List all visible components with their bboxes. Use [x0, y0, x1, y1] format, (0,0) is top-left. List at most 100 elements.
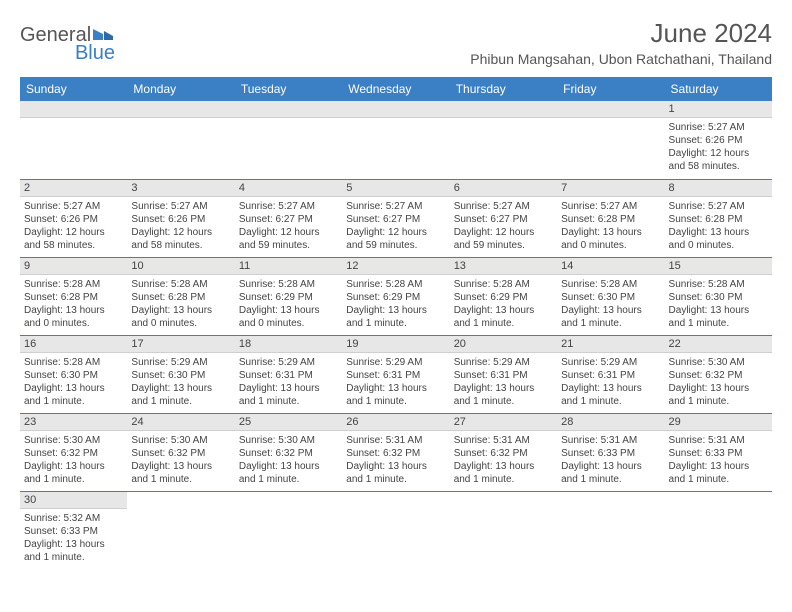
day-number: 16: [20, 336, 127, 353]
day-cell: 19Sunrise: 5:29 AMSunset: 6:31 PMDayligh…: [342, 335, 449, 413]
empty-day-cell: [450, 491, 557, 569]
day-header: Saturday: [665, 77, 772, 101]
day-cell: 18Sunrise: 5:29 AMSunset: 6:31 PMDayligh…: [235, 335, 342, 413]
day-number: 8: [665, 180, 772, 197]
empty-day-cell: [235, 491, 342, 569]
day-body: Sunrise: 5:30 AMSunset: 6:32 PMDaylight:…: [20, 431, 127, 490]
day-body: Sunrise: 5:28 AMSunset: 6:29 PMDaylight:…: [235, 275, 342, 334]
day-number-empty: [127, 101, 234, 118]
day-cell: 28Sunrise: 5:31 AMSunset: 6:33 PMDayligh…: [557, 413, 664, 491]
day-body: Sunrise: 5:27 AMSunset: 6:27 PMDaylight:…: [450, 197, 557, 256]
day-number: 28: [557, 414, 664, 431]
title-block: June 2024 Phibun Mangsahan, Ubon Ratchat…: [470, 18, 772, 73]
empty-day-cell: [20, 101, 127, 179]
day-number-empty: [20, 101, 127, 118]
day-cell: 17Sunrise: 5:29 AMSunset: 6:30 PMDayligh…: [127, 335, 234, 413]
day-body: Sunrise: 5:28 AMSunset: 6:30 PMDaylight:…: [557, 275, 664, 334]
day-body: Sunrise: 5:30 AMSunset: 6:32 PMDaylight:…: [127, 431, 234, 490]
day-number: 9: [20, 258, 127, 275]
day-body: Sunrise: 5:27 AMSunset: 6:28 PMDaylight:…: [557, 197, 664, 256]
day-body-empty: [235, 118, 342, 173]
empty-day-cell: [557, 101, 664, 179]
day-number: 14: [557, 258, 664, 275]
day-cell: 25Sunrise: 5:30 AMSunset: 6:32 PMDayligh…: [235, 413, 342, 491]
day-header: Thursday: [450, 77, 557, 101]
day-cell: 3Sunrise: 5:27 AMSunset: 6:26 PMDaylight…: [127, 179, 234, 257]
location-text: Phibun Mangsahan, Ubon Ratchathani, Thai…: [470, 51, 772, 67]
empty-day-cell: [557, 491, 664, 569]
calendar-table: SundayMondayTuesdayWednesdayThursdayFrid…: [20, 77, 772, 569]
day-body: Sunrise: 5:27 AMSunset: 6:26 PMDaylight:…: [665, 118, 772, 177]
day-cell: 30Sunrise: 5:32 AMSunset: 6:33 PMDayligh…: [20, 491, 127, 569]
day-number: 13: [450, 258, 557, 275]
day-cell: 12Sunrise: 5:28 AMSunset: 6:29 PMDayligh…: [342, 257, 449, 335]
day-number: 21: [557, 336, 664, 353]
day-number: 30: [20, 492, 127, 509]
day-number: 19: [342, 336, 449, 353]
week-row: 2Sunrise: 5:27 AMSunset: 6:26 PMDaylight…: [20, 179, 772, 257]
empty-day-cell: [127, 491, 234, 569]
day-cell: 4Sunrise: 5:27 AMSunset: 6:27 PMDaylight…: [235, 179, 342, 257]
day-body: Sunrise: 5:30 AMSunset: 6:32 PMDaylight:…: [235, 431, 342, 490]
brand-logo-line2: GeneBlue: [24, 42, 115, 65]
day-header: Wednesday: [342, 77, 449, 101]
day-cell: 15Sunrise: 5:28 AMSunset: 6:30 PMDayligh…: [665, 257, 772, 335]
day-body: Sunrise: 5:31 AMSunset: 6:32 PMDaylight:…: [342, 431, 449, 490]
day-header: Tuesday: [235, 77, 342, 101]
day-cell: 11Sunrise: 5:28 AMSunset: 6:29 PMDayligh…: [235, 257, 342, 335]
empty-day-cell: [450, 101, 557, 179]
day-number: 1: [665, 101, 772, 118]
day-body: Sunrise: 5:31 AMSunset: 6:33 PMDaylight:…: [665, 431, 772, 490]
week-row: 9Sunrise: 5:28 AMSunset: 6:28 PMDaylight…: [20, 257, 772, 335]
day-cell: 10Sunrise: 5:28 AMSunset: 6:28 PMDayligh…: [127, 257, 234, 335]
day-number-empty: [557, 101, 664, 118]
day-body: Sunrise: 5:27 AMSunset: 6:26 PMDaylight:…: [127, 197, 234, 256]
day-body: Sunrise: 5:28 AMSunset: 6:29 PMDaylight:…: [342, 275, 449, 334]
day-cell: 7Sunrise: 5:27 AMSunset: 6:28 PMDaylight…: [557, 179, 664, 257]
day-number: 23: [20, 414, 127, 431]
day-number: 5: [342, 180, 449, 197]
day-body: Sunrise: 5:29 AMSunset: 6:30 PMDaylight:…: [127, 353, 234, 412]
empty-day-cell: [235, 101, 342, 179]
day-cell: 29Sunrise: 5:31 AMSunset: 6:33 PMDayligh…: [665, 413, 772, 491]
day-body: Sunrise: 5:28 AMSunset: 6:30 PMDaylight:…: [20, 353, 127, 412]
day-number: 18: [235, 336, 342, 353]
page-header: General June 2024 Phibun Mangsahan, Ubon…: [20, 18, 772, 73]
day-cell: 20Sunrise: 5:29 AMSunset: 6:31 PMDayligh…: [450, 335, 557, 413]
day-number: 12: [342, 258, 449, 275]
day-header-row: SundayMondayTuesdayWednesdayThursdayFrid…: [20, 77, 772, 101]
day-body: Sunrise: 5:29 AMSunset: 6:31 PMDaylight:…: [557, 353, 664, 412]
day-number: 26: [342, 414, 449, 431]
day-cell: 22Sunrise: 5:30 AMSunset: 6:32 PMDayligh…: [665, 335, 772, 413]
day-body: Sunrise: 5:28 AMSunset: 6:29 PMDaylight:…: [450, 275, 557, 334]
day-number-empty: [235, 101, 342, 118]
day-header: Monday: [127, 77, 234, 101]
day-number: 29: [665, 414, 772, 431]
brand-part2: Blue: [75, 42, 115, 65]
day-body: Sunrise: 5:27 AMSunset: 6:27 PMDaylight:…: [342, 197, 449, 256]
day-cell: 6Sunrise: 5:27 AMSunset: 6:27 PMDaylight…: [450, 179, 557, 257]
day-number: 20: [450, 336, 557, 353]
day-body: Sunrise: 5:31 AMSunset: 6:32 PMDaylight:…: [450, 431, 557, 490]
empty-day-cell: [665, 491, 772, 569]
day-number: 2: [20, 180, 127, 197]
day-body: Sunrise: 5:29 AMSunset: 6:31 PMDaylight:…: [342, 353, 449, 412]
day-number: 24: [127, 414, 234, 431]
day-number: 17: [127, 336, 234, 353]
week-row: 23Sunrise: 5:30 AMSunset: 6:32 PMDayligh…: [20, 413, 772, 491]
day-cell: 2Sunrise: 5:27 AMSunset: 6:26 PMDaylight…: [20, 179, 127, 257]
day-body: Sunrise: 5:28 AMSunset: 6:30 PMDaylight:…: [665, 275, 772, 334]
day-body: Sunrise: 5:27 AMSunset: 6:26 PMDaylight:…: [20, 197, 127, 256]
day-number: 15: [665, 258, 772, 275]
day-number: 6: [450, 180, 557, 197]
day-cell: 5Sunrise: 5:27 AMSunset: 6:27 PMDaylight…: [342, 179, 449, 257]
day-cell: 27Sunrise: 5:31 AMSunset: 6:32 PMDayligh…: [450, 413, 557, 491]
day-number: 11: [235, 258, 342, 275]
empty-day-cell: [342, 491, 449, 569]
day-number-empty: [342, 101, 449, 118]
day-number: 7: [557, 180, 664, 197]
day-header: Sunday: [20, 77, 127, 101]
day-body-empty: [20, 118, 127, 173]
day-number: 4: [235, 180, 342, 197]
empty-day-cell: [342, 101, 449, 179]
